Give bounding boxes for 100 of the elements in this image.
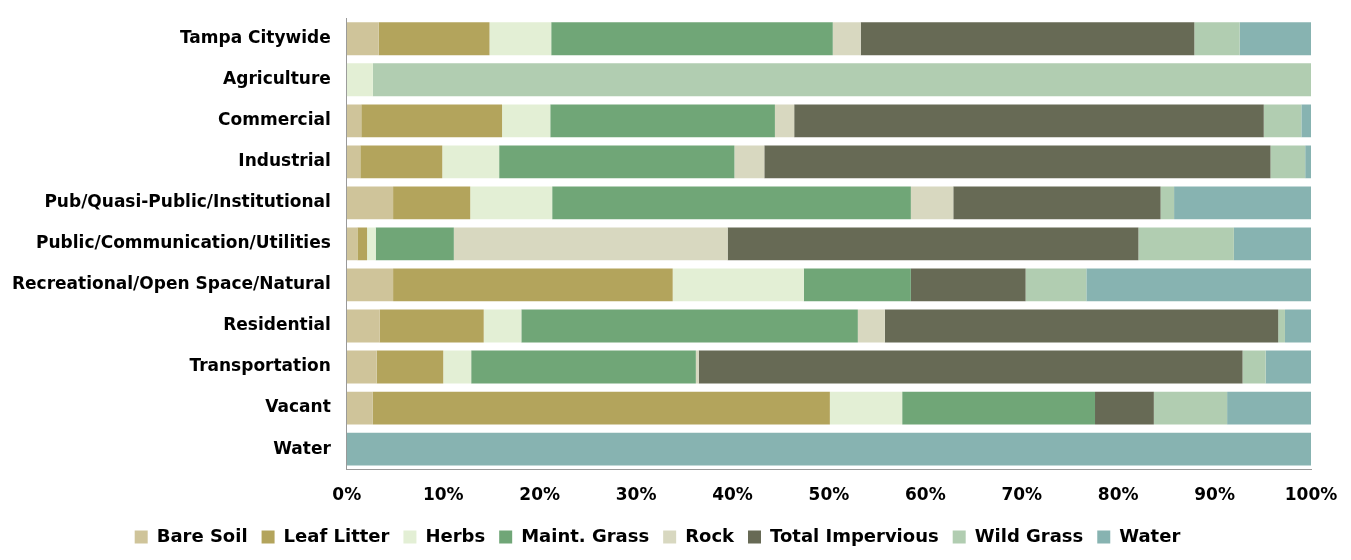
bar — [1194, 22, 1240, 56]
legend-label: Bare Soil — [156, 524, 248, 546]
y-tick-label: Public/Communication/Utilities — [36, 232, 331, 253]
x-tick-label: 80% — [1097, 484, 1139, 505]
bar — [367, 227, 376, 261]
bar — [1265, 350, 1311, 384]
bar — [1233, 227, 1311, 261]
bar — [1305, 145, 1311, 179]
bar — [372, 63, 1311, 97]
bar — [483, 309, 522, 343]
bar — [372, 391, 830, 425]
y-tick-label: Pub/Quasi-Public/Institutional — [44, 191, 331, 212]
y-tick-label: Commercial — [218, 109, 331, 130]
bar — [346, 22, 379, 56]
legend-label: Total Impervious — [770, 524, 939, 546]
x-tick-label: 30% — [615, 484, 657, 505]
x-tick-label: 90% — [1194, 484, 1235, 505]
bar — [698, 350, 1243, 384]
bar — [357, 227, 368, 261]
bar — [764, 145, 1271, 179]
bar — [910, 186, 954, 220]
bar — [471, 350, 696, 384]
bar — [1278, 309, 1285, 343]
bar — [672, 268, 804, 302]
bar — [346, 432, 1311, 466]
bar — [489, 22, 552, 56]
bar — [346, 104, 362, 138]
bar — [695, 350, 699, 384]
bar — [884, 309, 1279, 343]
bar — [346, 227, 358, 261]
legend-label: Herbs — [425, 524, 486, 546]
bar — [832, 22, 861, 56]
bar — [1160, 186, 1175, 220]
y-tick-label: Recreational/Open Space/Natural — [12, 273, 331, 294]
legend-label: Leaf Litter — [283, 524, 390, 546]
x-tick-label: 100% — [1284, 484, 1338, 505]
bar — [1263, 104, 1302, 138]
legend-label: Wild Grass — [974, 524, 1084, 546]
x-tick-label: 50% — [808, 484, 850, 505]
y-tick-label: Residential — [223, 314, 331, 335]
bar — [829, 391, 903, 425]
x-tick-label: 60% — [904, 484, 946, 505]
y-tick-label: Agriculture — [223, 68, 331, 89]
bar — [1227, 391, 1311, 425]
bar — [346, 350, 377, 384]
y-tick-label: Vacant — [265, 396, 331, 417]
bar — [346, 63, 373, 97]
bar — [393, 186, 471, 220]
bar — [442, 145, 500, 179]
bar — [346, 186, 394, 220]
legend-label: Maint. Grass — [521, 524, 650, 546]
bar — [346, 145, 361, 179]
bar — [375, 227, 454, 261]
y-tick-label: Tampa Citywide — [179, 27, 331, 48]
bar — [378, 22, 490, 56]
bar — [727, 227, 1139, 261]
bar — [379, 309, 484, 343]
bar — [860, 22, 1195, 56]
bar — [499, 145, 735, 179]
bar — [1284, 309, 1311, 343]
bar — [1301, 104, 1311, 138]
x-tick-label: 20% — [519, 484, 560, 505]
bar — [774, 104, 795, 138]
bar — [346, 391, 373, 425]
bar — [443, 350, 472, 384]
x-tick-label: 40% — [712, 484, 753, 505]
bar — [376, 350, 444, 384]
bar — [502, 104, 551, 138]
bar — [361, 104, 503, 138]
bar — [521, 309, 858, 343]
bar — [803, 268, 911, 302]
bar — [953, 186, 1161, 220]
y-tick-label: Transportation — [189, 355, 331, 376]
bar — [902, 391, 1096, 425]
y-tick-label: Water — [273, 437, 332, 458]
y-tick-label: Industrial — [238, 150, 331, 171]
x-tick-label: 70% — [1001, 484, 1043, 505]
bar — [453, 227, 728, 261]
bar — [1174, 186, 1311, 220]
bar — [734, 145, 765, 179]
bar — [470, 186, 553, 220]
x-tick-label: 0% — [332, 484, 362, 505]
bar — [1086, 268, 1311, 302]
bar — [551, 22, 833, 56]
bar — [552, 186, 911, 220]
legend-label: Water — [1119, 524, 1181, 546]
bar — [1153, 391, 1228, 425]
bar — [857, 309, 885, 343]
bar — [1095, 391, 1154, 425]
bar — [1242, 350, 1266, 384]
bar — [910, 268, 1026, 302]
bar — [360, 145, 443, 179]
bar — [794, 104, 1264, 138]
bar — [1270, 145, 1306, 179]
bar — [1239, 22, 1311, 56]
bar — [1025, 268, 1087, 302]
bar — [550, 104, 775, 138]
bar — [346, 309, 380, 343]
bar — [1138, 227, 1234, 261]
legend-label: Rock — [685, 524, 736, 546]
